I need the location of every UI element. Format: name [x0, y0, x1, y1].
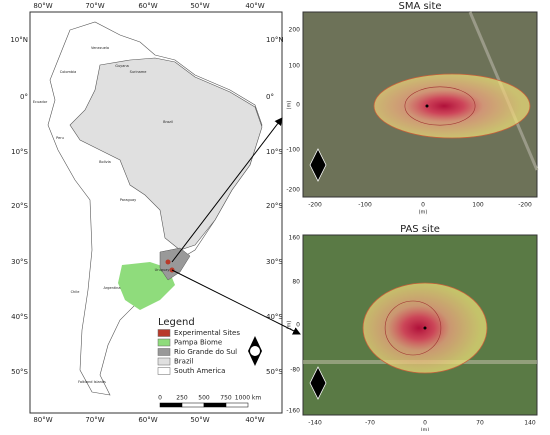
country-label: Falkland Islands — [78, 380, 106, 384]
lat-label: 20°S — [11, 202, 28, 210]
scale-bar — [159, 402, 183, 408]
lon-label: 50°W — [190, 2, 209, 10]
x-tick-label: -100 — [358, 202, 372, 209]
scale-label: 0 — [158, 395, 162, 402]
x-tick-label: -200 — [518, 202, 532, 209]
scale-label: 750 — [220, 395, 232, 402]
lat-label: 0° — [20, 93, 28, 101]
y-tick-label: -80 — [290, 367, 300, 374]
north-arrow — [309, 148, 327, 182]
y-tick-label: 80 — [292, 279, 300, 286]
lat-label: 40°S — [266, 313, 283, 321]
country-label: Ecuador — [33, 100, 48, 104]
legend-label: Pampa Biome — [174, 339, 222, 347]
y-axis-label: (m) — [287, 321, 293, 330]
x-axis-label: (m) — [419, 210, 428, 216]
experimental-site — [165, 259, 171, 265]
north-arrow — [309, 366, 327, 400]
lat-label: 10°N — [10, 36, 28, 44]
lon-label: 60°W — [138, 416, 157, 424]
country-label: Uruguay — [155, 268, 170, 272]
lon-label: 80°W — [33, 416, 52, 424]
country-label: Bolivia — [99, 160, 111, 164]
arrow — [171, 117, 283, 263]
lon-label: 50°W — [190, 416, 209, 424]
x-tick-label: 0 — [423, 420, 427, 427]
country-label: Guyana — [115, 64, 129, 68]
footprint — [373, 73, 531, 139]
legend-label: Rio Grande do Sul — [174, 348, 237, 356]
lat-label: 30°S — [11, 258, 28, 266]
legend-swatch — [157, 329, 171, 337]
lat-label: 10°S — [11, 148, 28, 156]
pampa-biome — [118, 262, 175, 310]
country-label: Venezuela — [91, 46, 109, 50]
footprint-contour — [404, 86, 476, 126]
y-tick-label: -200 — [286, 187, 300, 194]
y-tick-label: 200 — [289, 27, 301, 34]
y-tick-label: -160 — [286, 408, 300, 415]
footprint-contour — [384, 300, 442, 356]
lon-label: 40°W — [245, 2, 264, 10]
scale-label: 1000 km — [235, 395, 262, 402]
lon-label: 80°W — [33, 2, 52, 10]
lat-label: 40°S — [11, 313, 28, 321]
legend-label: Brazil — [174, 358, 194, 366]
country-label: Paraguay — [120, 198, 136, 202]
x-tick-label: -70 — [365, 420, 375, 427]
legend-label: Experimental Sites — [174, 329, 240, 337]
legend-swatch — [157, 357, 171, 366]
tower — [425, 104, 429, 108]
y-tick-label: -100 — [286, 147, 300, 154]
x-tick-label: -200 — [308, 202, 322, 209]
lat-label: 10°N — [266, 36, 284, 44]
country-label: Brazil — [163, 120, 173, 124]
x-tick-label: 140 — [524, 420, 536, 427]
x-tick-label: -140 — [308, 420, 322, 427]
arrow — [171, 269, 301, 335]
scale-bar — [203, 402, 227, 408]
legend-title: Legend — [158, 317, 195, 328]
country-label: Peru — [56, 136, 64, 140]
lon-label: 70°W — [85, 416, 104, 424]
country-label: Chile — [71, 290, 80, 294]
panel-title: SMA site — [398, 1, 441, 12]
lat-label: 20°S — [266, 202, 283, 210]
y-tick-label: 160 — [289, 235, 301, 242]
scale-bar — [181, 402, 205, 408]
panel-title: PAS site — [400, 224, 440, 235]
lon-label: 40°W — [245, 416, 264, 424]
scale-label: 500 — [198, 395, 210, 402]
rio-grande-do-sul — [159, 247, 191, 281]
lat-label: 10°S — [266, 148, 283, 156]
lon-label: 60°W — [138, 2, 157, 10]
x-tick-label: 70 — [476, 420, 484, 427]
legend-swatch — [157, 338, 171, 347]
lat-label: 0° — [266, 93, 274, 101]
brazil — [69, 57, 263, 251]
north-arrow — [248, 336, 262, 366]
lat-label: 30°S — [266, 258, 283, 266]
x-tick-label: 0 — [421, 202, 425, 209]
scale-label: 250 — [176, 395, 188, 402]
x-tick-label: 100 — [472, 202, 484, 209]
y-tick-label: 100 — [289, 63, 301, 70]
lat-label: 50°S — [266, 368, 283, 376]
scale-bar — [225, 402, 249, 408]
legend-swatch — [157, 348, 171, 356]
country-label: Argentina — [103, 286, 120, 290]
legend-swatch — [157, 367, 171, 375]
y-axis-label: (m) — [287, 101, 293, 110]
lat-label: 50°S — [11, 368, 28, 376]
x-axis-label: (m) — [421, 428, 430, 432]
tower — [423, 326, 427, 330]
y-tick-label: 0 — [296, 102, 300, 109]
lon-label: 70°W — [85, 2, 104, 10]
legend-label: South America — [174, 367, 225, 375]
country-label: Suriname — [130, 70, 147, 74]
country-label: Colombia — [60, 70, 76, 74]
y-tick-label: 0 — [296, 322, 300, 329]
